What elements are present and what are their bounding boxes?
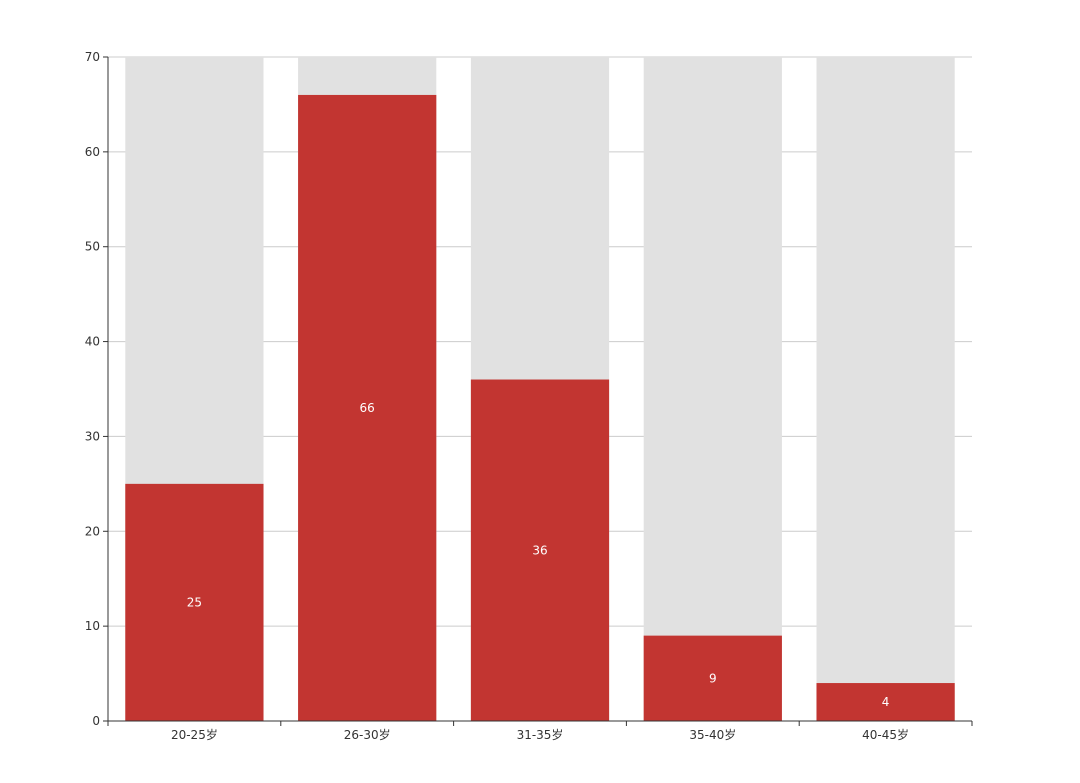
data-bars — [125, 94, 955, 721]
axes: 0 10 20 30 40 50 60 70 20-25岁 26-30岁 31-35岁 35-40岁 4… — [85, 50, 973, 742]
y-tick-label: 50 — [85, 240, 100, 254]
y-tick-label: 10 — [85, 619, 100, 633]
data-labels: 25 66 36 9 4 — [187, 401, 890, 709]
bar — [643, 635, 782, 721]
x-tick-label: 35-40岁 — [689, 727, 736, 742]
background-bar — [816, 57, 955, 721]
x-tick-label: 26-30岁 — [344, 727, 391, 742]
y-tick-label: 30 — [85, 429, 100, 443]
bar-data-label: 36 — [532, 543, 547, 557]
bar — [470, 379, 610, 721]
y-tick-label: 60 — [85, 145, 100, 159]
bar — [298, 94, 437, 721]
y-tick-label: 20 — [85, 524, 100, 538]
bar-data-label: 4 — [882, 695, 890, 709]
bar — [816, 683, 955, 721]
bar-data-label: 9 — [709, 671, 717, 685]
y-tick-label: 40 — [85, 335, 100, 349]
y-tick-label: 70 — [85, 50, 100, 64]
x-tick-label: 40-45岁 — [862, 727, 909, 742]
x-tick-label: 20-25岁 — [171, 727, 218, 742]
bar — [125, 483, 264, 721]
y-tick-label: 0 — [92, 714, 100, 728]
bar-data-label: 25 — [187, 595, 202, 609]
background-bar — [643, 57, 782, 721]
x-tick-label: 31-35岁 — [517, 727, 564, 742]
bar-data-label: 66 — [360, 401, 375, 415]
